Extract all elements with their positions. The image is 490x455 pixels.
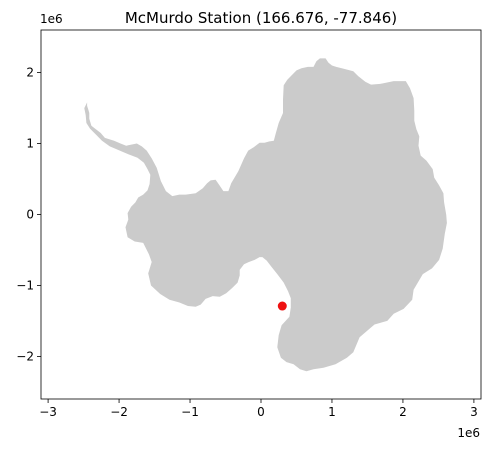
y-offset-label: 1e6 [40, 12, 63, 26]
land-layer [84, 58, 447, 372]
y-tick-label: 1 [26, 137, 34, 151]
x-tick-label: 1 [328, 405, 336, 419]
x-tick-label: −1 [181, 405, 199, 419]
y-axis: 2 1 0 −1 −2 [16, 66, 41, 363]
x-offset-label: 1e6 [457, 426, 480, 440]
y-tick-label: −2 [16, 349, 34, 363]
marker-layer [277, 301, 287, 311]
antarctica-landmass [84, 58, 447, 372]
y-tick-label: −1 [16, 278, 34, 292]
x-tick-label: −2 [110, 405, 128, 419]
map-title: McMurdo Station (166.676, -77.846) [125, 9, 397, 27]
x-tick-label: 3 [470, 405, 478, 419]
x-tick-label: −3 [39, 405, 57, 419]
x-axis: −3 −2 −1 0 1 2 3 [39, 399, 478, 419]
x-tick-label: 0 [257, 405, 265, 419]
y-tick-label: 2 [26, 66, 34, 80]
x-tick-label: 2 [399, 405, 407, 419]
mcmurdo-station-marker [277, 301, 287, 311]
y-tick-label: 0 [26, 208, 34, 222]
